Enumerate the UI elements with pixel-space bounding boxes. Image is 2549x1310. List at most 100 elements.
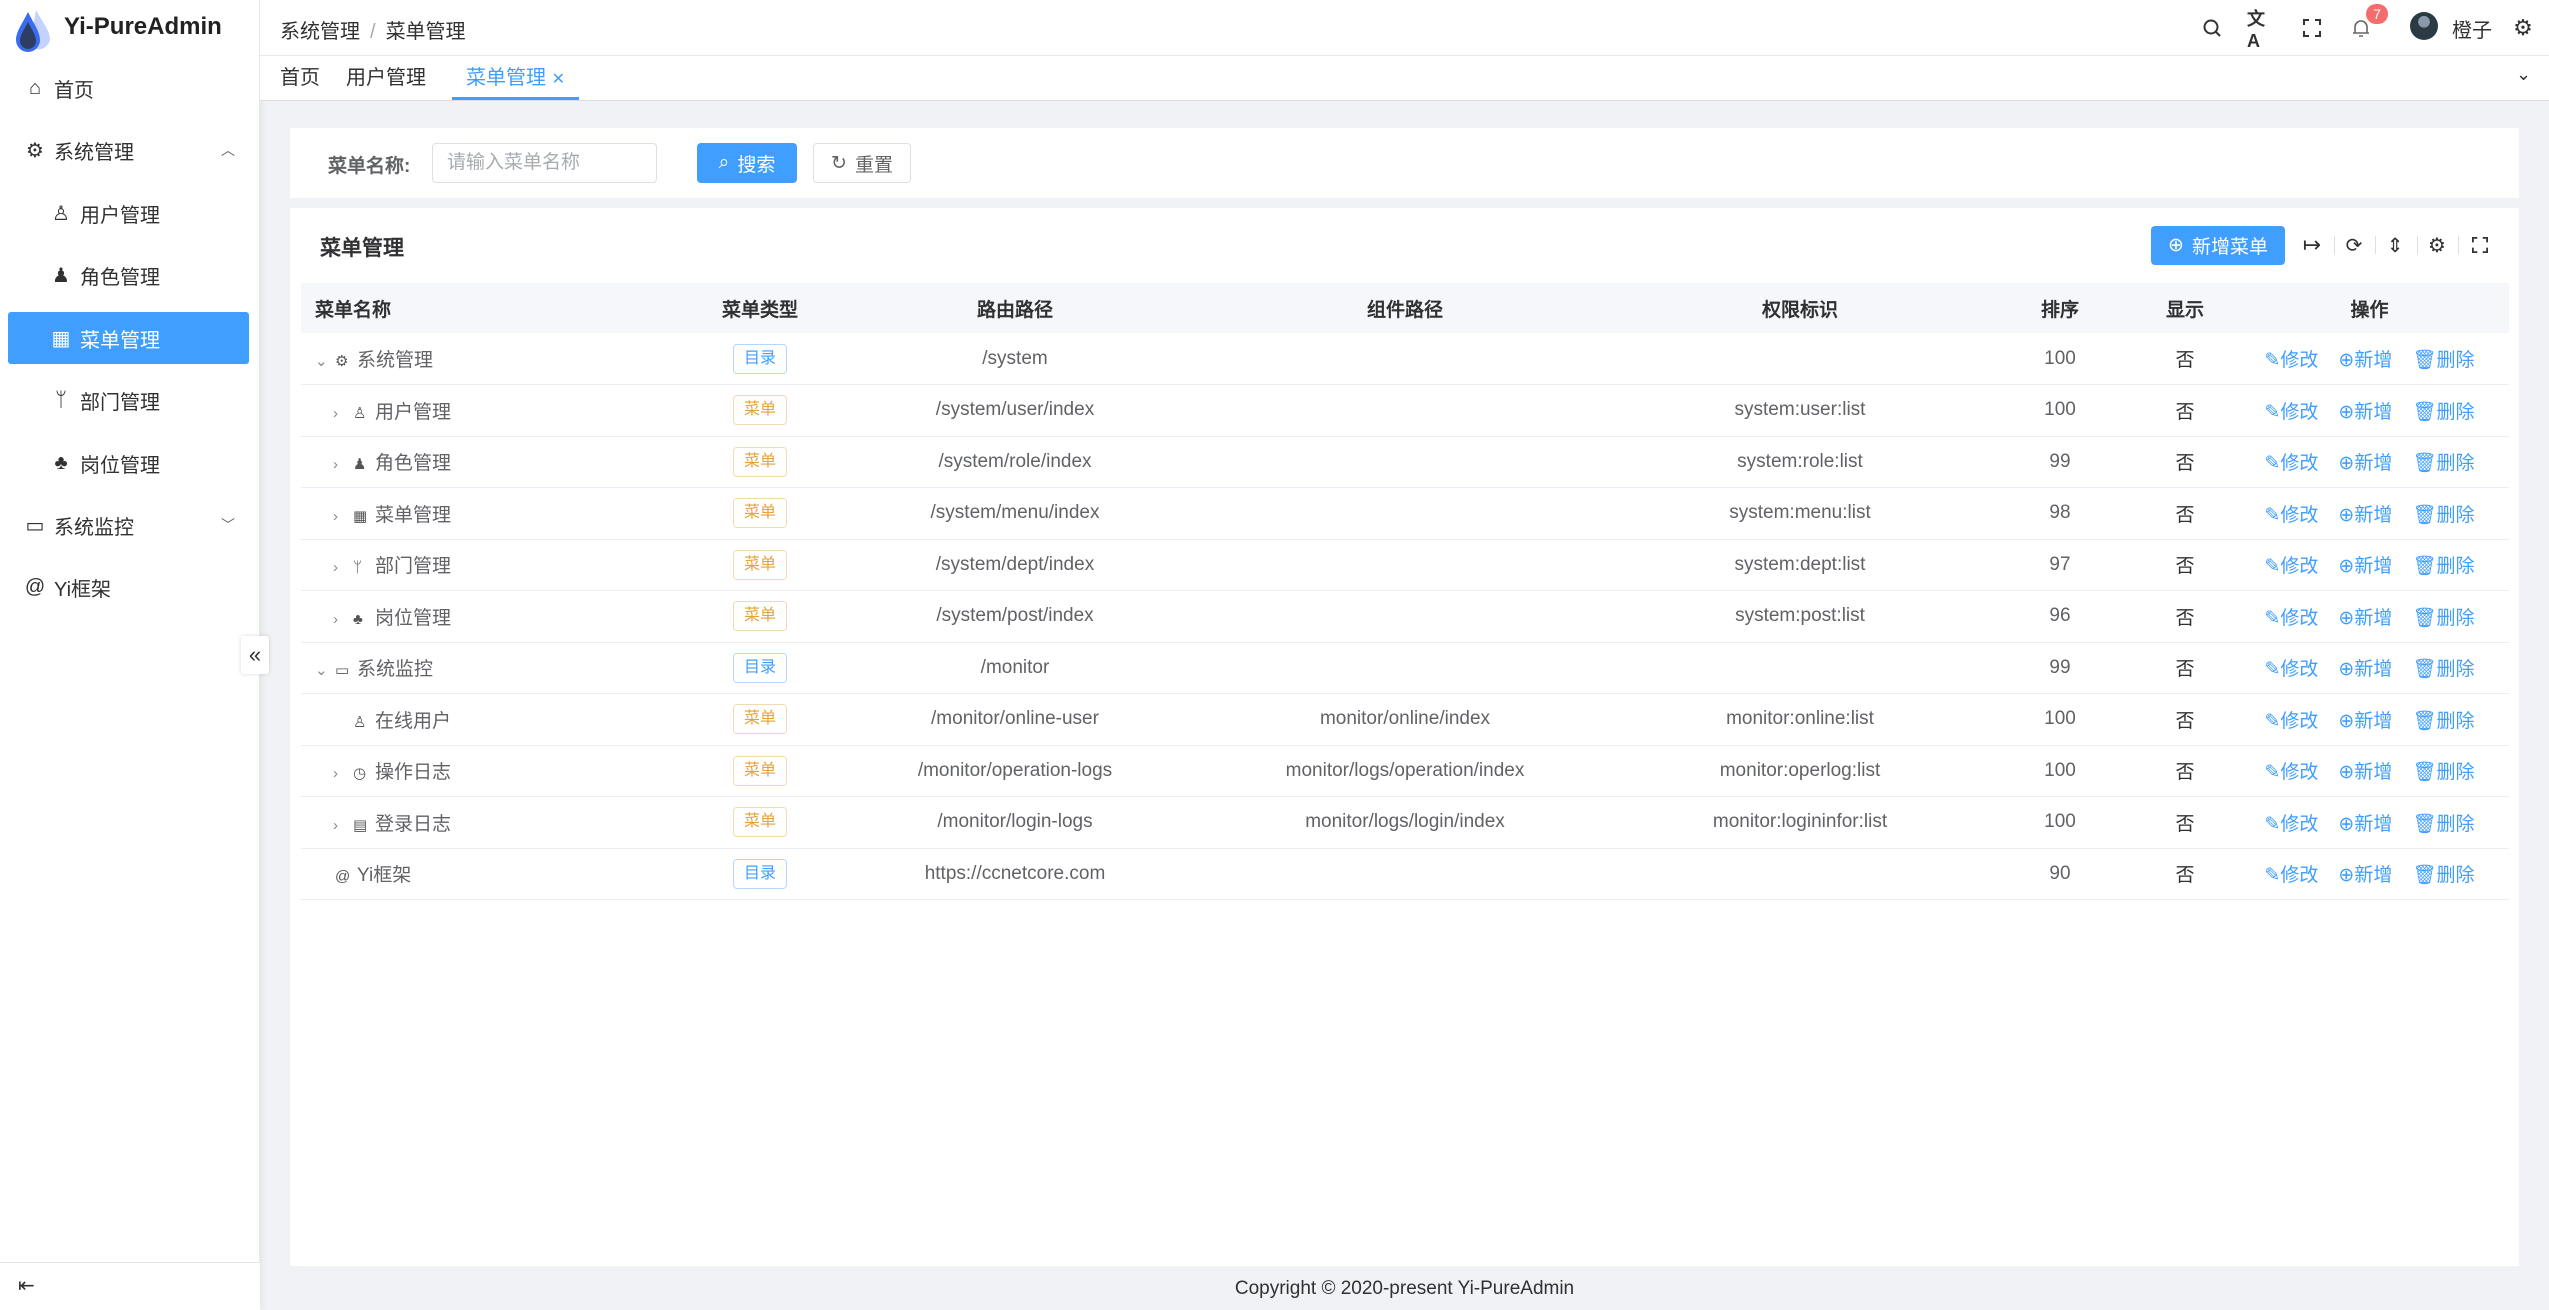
settings-icon[interactable]: ⚙ bbox=[2513, 15, 2533, 40]
search-button[interactable]: ⌕ 搜索 bbox=[697, 143, 797, 183]
delete-button[interactable]: 🗑︎删除 bbox=[2412, 710, 2475, 732]
delete-button[interactable]: 🗑︎删除 bbox=[2412, 607, 2475, 629]
column-settings-icon[interactable]: ⚙ bbox=[2428, 234, 2446, 257]
density-icon[interactable]: ⇕ bbox=[2386, 234, 2404, 257]
column-header: 显示 bbox=[2140, 283, 2230, 333]
menu-name: 系统监控 bbox=[357, 659, 434, 681]
add-child-button[interactable]: ⊕新增 bbox=[2338, 762, 2393, 784]
delete-button[interactable]: 🗑︎删除 bbox=[2412, 865, 2475, 887]
edit-button[interactable]: ✎修改 bbox=[2264, 556, 2319, 578]
edit-button[interactable]: ✎修改 bbox=[2264, 453, 2319, 475]
translate-icon[interactable]: 文A bbox=[2247, 8, 2265, 51]
edit-button[interactable]: ✎修改 bbox=[2264, 401, 2319, 423]
add-child-button[interactable]: ⊕新增 bbox=[2338, 710, 2393, 732]
visible: 否 bbox=[2140, 796, 2230, 849]
delete-button[interactable]: 🗑︎删除 bbox=[2412, 813, 2475, 835]
add-child-button[interactable]: ⊕新增 bbox=[2338, 504, 2393, 526]
component-path bbox=[1190, 590, 1620, 643]
username[interactable]: 橙子 bbox=[2452, 20, 2492, 42]
table-row: › ◷ 操作日志 菜单 /monitor/operation-logs monito… bbox=[301, 745, 2509, 797]
menu-type-tag: 菜单 bbox=[732, 807, 787, 838]
edit-button[interactable]: ✎修改 bbox=[2264, 865, 2319, 887]
component-path bbox=[1190, 642, 1620, 694]
sidebar-item[interactable]: ⌂ 首页 bbox=[8, 62, 249, 114]
collapse-sidebar-button[interactable]: « bbox=[241, 636, 269, 674]
tab-home[interactable]: 首页 bbox=[280, 67, 320, 89]
add-menu-button[interactable]: ⊕ 新增菜单 bbox=[2151, 226, 2285, 265]
menu-name-input[interactable]: 请输入菜单名称 bbox=[432, 143, 657, 183]
bell-icon[interactable] bbox=[2347, 14, 2375, 42]
menu-item-icon: ♣ bbox=[353, 610, 363, 628]
expand-toggle-icon[interactable]: › bbox=[333, 816, 338, 834]
expand-all-icon[interactable]: ↦ bbox=[2302, 232, 2322, 257]
sidebar-item[interactable]: ♣ 岗位管理 bbox=[8, 437, 249, 489]
edit-button[interactable]: ✎修改 bbox=[2264, 504, 2319, 526]
sidebar-item[interactable]: ▭ 系统监控 ﹀ bbox=[8, 499, 249, 551]
edit-button[interactable]: ✎修改 bbox=[2264, 762, 2319, 784]
menu-item-icon: ♟ bbox=[353, 456, 367, 474]
breadcrumb-item[interactable]: 系统管理 bbox=[280, 21, 360, 43]
permission: system:dept:list bbox=[1620, 539, 1980, 591]
toggle-sidebar-icon[interactable]: ⇤ bbox=[18, 1275, 35, 1297]
sidebar-item[interactable]: ▦ 菜单管理 bbox=[8, 312, 249, 364]
delete-button[interactable]: 🗑︎删除 bbox=[2412, 453, 2475, 475]
add-child-button[interactable]: ⊕新增 bbox=[2338, 865, 2393, 887]
delete-button[interactable]: 🗑︎删除 bbox=[2412, 350, 2475, 371]
order: 99 bbox=[1980, 642, 2140, 694]
table-row: @ Yi框架 目录 https://ccnetcore.com 90 否 ✎修改 ⊕… bbox=[301, 848, 2509, 900]
refresh-icon[interactable]: ⟳ bbox=[2345, 234, 2363, 257]
expand-toggle-icon[interactable]: ⌄ bbox=[315, 662, 328, 680]
edit-button[interactable]: ✎修改 bbox=[2264, 607, 2319, 629]
route-path: /system/menu/index bbox=[840, 487, 1190, 540]
order: 100 bbox=[1980, 333, 2140, 385]
add-child-button[interactable]: ⊕新增 bbox=[2338, 607, 2393, 629]
visible: 否 bbox=[2140, 745, 2230, 797]
delete-button[interactable]: 🗑︎删除 bbox=[2412, 504, 2475, 526]
expand-toggle-icon[interactable]: › bbox=[333, 404, 338, 422]
menu-type-tag: 菜单 bbox=[732, 755, 787, 786]
table-row: › ▦ 菜单管理 菜单 /system/menu/index system:menu… bbox=[301, 487, 2509, 540]
delete-button[interactable]: 🗑︎删除 bbox=[2412, 659, 2475, 681]
add-child-button[interactable]: ⊕新增 bbox=[2338, 453, 2393, 475]
add-child-button[interactable]: ⊕新增 bbox=[2338, 401, 2393, 423]
close-icon[interactable]: ✕ bbox=[551, 71, 565, 88]
edit-button[interactable]: ✎修改 bbox=[2264, 710, 2319, 732]
fullscreen-icon[interactable] bbox=[2298, 14, 2326, 42]
search-icon[interactable] bbox=[2198, 14, 2226, 42]
sidebar-item[interactable]: ᛘ 部门管理 bbox=[8, 374, 249, 426]
menu-item-icon: ▭ bbox=[335, 662, 350, 680]
menu-name: 用户管理 bbox=[375, 401, 452, 423]
tab-menu-management[interactable]: 菜单管理 ✕ bbox=[452, 56, 579, 100]
add-child-button[interactable]: ⊕新增 bbox=[2338, 556, 2393, 578]
chevron-down-icon[interactable]: ⌄ bbox=[2516, 64, 2532, 84]
tab-user-management[interactable]: 用户管理 bbox=[346, 67, 426, 89]
fullscreen-icon[interactable] bbox=[2467, 232, 2493, 258]
role-icon: ♟ bbox=[52, 264, 70, 287]
expand-toggle-icon[interactable]: › bbox=[333, 559, 338, 577]
expand-toggle-icon[interactable]: › bbox=[333, 456, 338, 474]
expand-toggle-icon[interactable]: › bbox=[333, 765, 338, 783]
sidebar-item-label: 菜单管理 bbox=[80, 329, 160, 352]
expand-toggle-icon[interactable]: › bbox=[333, 507, 338, 525]
delete-button[interactable]: 🗑︎删除 bbox=[2412, 556, 2475, 578]
avatar[interactable] bbox=[2410, 12, 2438, 40]
expand-toggle-icon[interactable]: ⌄ bbox=[315, 353, 328, 370]
sidebar-item[interactable]: ♟ 角色管理 bbox=[8, 249, 249, 301]
edit-button[interactable]: ✎修改 bbox=[2264, 813, 2319, 835]
sidebar-item[interactable]: ⚙ 系统管理 ︿ bbox=[8, 124, 249, 176]
at-icon: @ bbox=[24, 575, 46, 598]
reset-button[interactable]: ↻ 重置 bbox=[813, 143, 911, 183]
expand-toggle-icon[interactable]: › bbox=[333, 610, 338, 628]
delete-button[interactable]: 🗑︎删除 bbox=[2412, 762, 2475, 784]
edit-button[interactable]: ✎修改 bbox=[2264, 350, 2319, 371]
delete-button[interactable]: 🗑︎删除 bbox=[2412, 401, 2475, 423]
sidebar-item[interactable]: @ Yi框架 bbox=[8, 561, 249, 613]
edit-button[interactable]: ✎修改 bbox=[2264, 659, 2319, 681]
component-path bbox=[1190, 487, 1620, 540]
visible: 否 bbox=[2140, 384, 2230, 437]
sidebar-item[interactable]: ♙ 用户管理 bbox=[8, 187, 249, 239]
add-child-button[interactable]: ⊕新增 bbox=[2338, 659, 2393, 681]
add-child-button[interactable]: ⊕新增 bbox=[2338, 350, 2393, 371]
menu-item-icon: ▤ bbox=[353, 816, 368, 834]
add-child-button[interactable]: ⊕新增 bbox=[2338, 813, 2393, 835]
